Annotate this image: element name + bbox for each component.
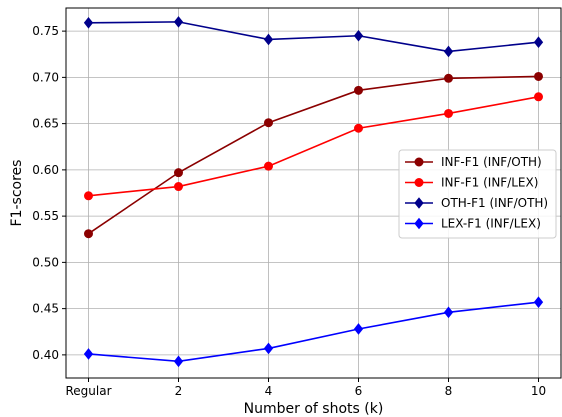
y-tick-label: 0.75 (32, 24, 59, 38)
data-point (444, 73, 453, 83)
data-point (353, 323, 364, 335)
data-point (533, 296, 544, 308)
y-tick-label: 0.40 (32, 348, 59, 362)
legend-label: LEX-F1 (INF/LEX) (441, 217, 541, 231)
x-tick-label: 10 (531, 384, 546, 398)
legend-item-1: INF-F1 (INF/OTH) (405, 155, 542, 169)
data-point (264, 161, 273, 171)
data-point (173, 355, 184, 368)
legend-label: INF-F1 (INF/LEX) (441, 176, 538, 190)
series-line (88, 21, 539, 53)
x-tick-label: 2 (175, 384, 183, 398)
data-point (84, 191, 93, 201)
legend-label: OTH-F1 (INF/OTH) (441, 196, 548, 210)
y-tick-label: 0.60 (32, 163, 59, 177)
y-tick-label: 0.70 (32, 70, 59, 84)
series-2 (84, 92, 543, 201)
series-line (88, 75, 539, 235)
x-tick-label: 6 (355, 384, 363, 398)
legend-marker (414, 178, 424, 187)
plot-frame (65, 7, 562, 379)
legend-item-3: OTH-F1 (INF/OTH) (405, 196, 548, 210)
data-point (83, 16, 94, 29)
data-point (263, 33, 274, 46)
data-point (443, 306, 454, 319)
x-tick-label: 8 (445, 384, 453, 398)
series-line (88, 96, 539, 197)
data-point (173, 16, 184, 28)
y-tick-label: 0.45 (32, 302, 59, 316)
legend-marker (414, 197, 424, 209)
data-point (354, 85, 363, 95)
data-point (534, 92, 543, 102)
legend-marker (414, 157, 424, 167)
data-point (534, 71, 543, 81)
data-point (174, 168, 183, 178)
series-group (83, 16, 544, 368)
legend-box (398, 149, 557, 239)
data-point (353, 29, 364, 42)
data-point (264, 118, 273, 128)
series-1 (84, 71, 543, 239)
x-axis-title: Number of shots (k) (244, 401, 384, 417)
legend-label: INF-F1 (INF/OTH) (441, 155, 542, 169)
series-4 (83, 296, 544, 368)
data-point (263, 342, 274, 355)
data-point (84, 229, 93, 239)
legend-marker (414, 217, 424, 230)
legend-item-4: LEX-F1 (INF/LEX) (405, 217, 541, 231)
data-point (533, 36, 544, 49)
y-tick-label: 0.65 (32, 117, 59, 131)
y-axis-title: F1-scores (9, 160, 25, 227)
data-point (444, 108, 453, 118)
legend-item-2: INF-F1 (INF/LEX) (405, 176, 538, 190)
data-point (174, 182, 183, 192)
y-tick-label: 0.55 (32, 209, 59, 223)
x-tick-label: Regular (65, 384, 111, 398)
y-tick-label: 0.50 (32, 255, 59, 269)
x-tick-label: 4 (265, 384, 273, 398)
data-point (443, 45, 454, 58)
legend: INF-F1 (INF/OTH) INF-F1 (INF/LEX) OTH-F1 (… (398, 149, 557, 239)
series-line (88, 301, 539, 363)
series-3 (83, 16, 544, 58)
ticks: Regular 2 4 6 8 10 0.40 0.45 0.50 0.55 0.60 0.65 0.7… (32, 24, 546, 398)
data-point (354, 123, 363, 133)
data-point (83, 348, 94, 360)
